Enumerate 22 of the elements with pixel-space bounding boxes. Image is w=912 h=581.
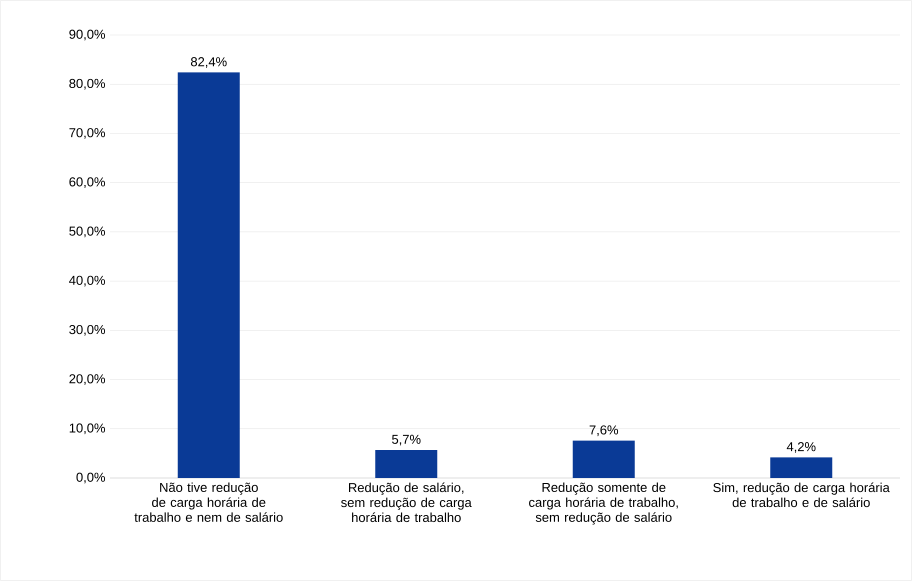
y-tick-label: 70,0% xyxy=(69,128,106,139)
bar xyxy=(770,457,832,478)
x-tick-label: Não tive redução de carga horária de trabalho e nem de salário xyxy=(134,482,283,522)
y-tick-label: 30,0% xyxy=(69,324,106,336)
bar xyxy=(178,72,240,478)
y-tick-label: 60,0% xyxy=(69,177,106,188)
y-tick-label: 0,0% xyxy=(76,472,106,484)
x-tick-label: Sim, redução de carga horária de trabalho e de salário xyxy=(713,482,890,508)
y-tick-label: 80,0% xyxy=(69,78,106,90)
y-tick-label: 10,0% xyxy=(70,423,106,434)
x-tick-label: Redução somente de carga horária de trabalho, sem redução de salário xyxy=(529,482,678,525)
data-label: 5,7% xyxy=(392,434,421,446)
data-label: 82,4% xyxy=(190,57,227,68)
y-tick-label: 20,0% xyxy=(69,374,106,385)
data-label: 7,6% xyxy=(590,425,618,436)
bar xyxy=(572,440,635,478)
y-tick-label: 40,0% xyxy=(69,276,106,286)
y-tick-label: 50,0% xyxy=(69,226,106,238)
x-tick-label: Redução de salário, sem redução de carga horária de trabalho xyxy=(341,482,472,522)
bar xyxy=(375,450,438,478)
y-tick-label: 90,0% xyxy=(69,30,106,40)
data-label: 4,2% xyxy=(786,442,816,453)
